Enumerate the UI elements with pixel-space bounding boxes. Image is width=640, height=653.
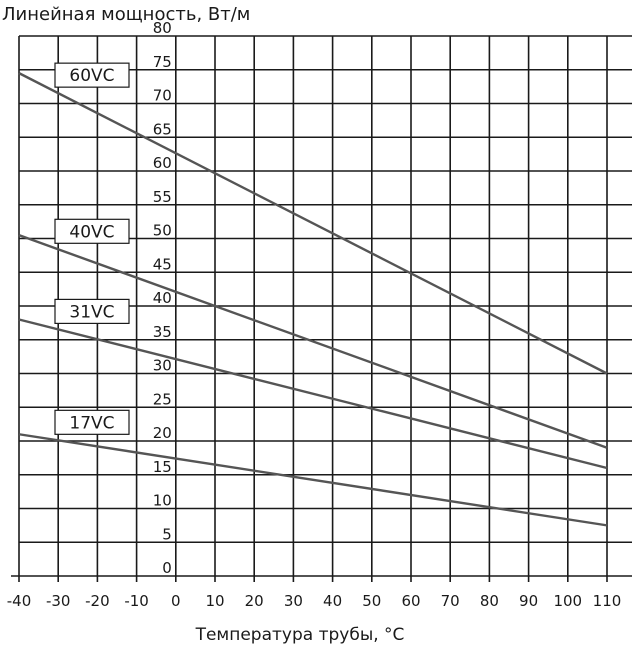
series-label-box [54,298,130,324]
x-tick-label: 110 [593,592,622,610]
y-tick-label: 25 [153,390,172,408]
y-tick-label: 30 [153,357,172,375]
series-line-31vc [18,318,608,470]
series-label-60vc: 60VC [69,66,114,86]
x-tick-label: -40 [7,592,32,610]
y-tick-label: 40 [153,289,172,307]
x-tick-label: -30 [46,592,71,610]
y-tick-label: 15 [153,458,172,476]
series-label-box [54,218,130,244]
x-tick-label: 30 [284,592,303,610]
x-tick-label: 10 [205,592,224,610]
x-tick-label: 70 [441,592,460,610]
x-tick-label: 40 [323,592,342,610]
series-label-31vc: 31VC [69,302,114,322]
x-tick-label: 90 [519,592,538,610]
vertical-gridlines [18,36,608,582]
y-tick-label: 80 [153,19,172,37]
series-labels: 60VC 40VC 31VC 17VC [54,62,130,435]
y-tick-label: 70 [153,87,172,105]
y-tick-label: 55 [153,188,172,206]
y-tick-label: 0 [162,559,172,577]
y-tick-label: 65 [153,120,172,138]
x-tick-label: 50 [362,592,381,610]
y-tick-label: 50 [153,222,172,240]
x-tick-label: -10 [124,592,149,610]
series-label-box [54,62,130,88]
series-line-17vc [18,433,608,527]
x-axis-label: Температура трубы, °С [195,625,405,645]
y-tick-labels: 0 5 10 15 20 25 30 35 40 45 50 55 60 65 70 75 80 [153,19,172,577]
x-tick-label: 60 [401,592,420,610]
x-tick-label: 100 [553,592,582,610]
series-line-40vc [18,233,608,449]
x-tick-label: 80 [480,592,499,610]
series-line-60vc [18,72,608,375]
series-label-40vc: 40VC [69,222,114,242]
y-tick-label: 5 [162,525,172,543]
x-tick-label: 20 [245,592,264,610]
y-tick-label: 10 [153,492,172,510]
y-tick-label: 35 [153,323,172,341]
series-label-17vc: 17VC [69,413,114,433]
series-lines [18,72,608,527]
y-tick-label: 45 [153,255,172,273]
y-axis-label: Линейная мощность, Вт/м [2,4,250,25]
series-label-box [54,409,130,435]
x-tick-labels: -40 -30 -20 -10 0 10 20 30 40 50 60 70 80 90 100 110 [7,592,622,610]
x-tick-label: 0 [171,592,181,610]
x-tick-label: -20 [85,592,110,610]
y-tick-label: 75 [153,53,172,71]
y-tick-label: 60 [153,154,172,172]
y-tick-label: 20 [153,424,172,442]
